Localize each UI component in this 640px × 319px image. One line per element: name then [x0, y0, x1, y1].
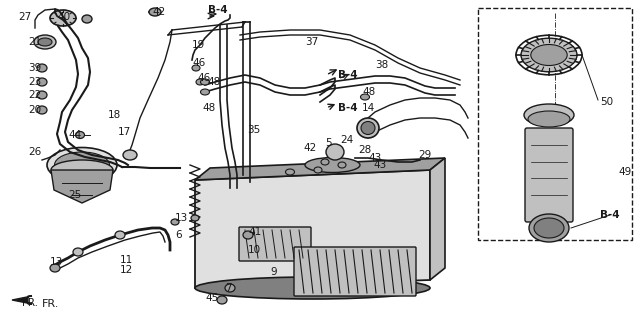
Ellipse shape	[171, 219, 179, 225]
Text: B-4: B-4	[338, 103, 358, 113]
Text: 19: 19	[192, 40, 205, 50]
Text: 38: 38	[375, 60, 388, 70]
Text: 22: 22	[28, 90, 41, 100]
Text: FR.: FR.	[42, 299, 60, 309]
Ellipse shape	[314, 167, 322, 173]
Polygon shape	[195, 170, 430, 288]
Text: B-4: B-4	[208, 5, 228, 15]
Text: 28: 28	[358, 145, 371, 155]
Text: 48: 48	[202, 103, 215, 113]
Ellipse shape	[82, 15, 92, 23]
Text: 40: 40	[57, 12, 70, 22]
Bar	[478, 8, 632, 240]
Ellipse shape	[196, 79, 204, 85]
Polygon shape	[195, 158, 445, 180]
Ellipse shape	[361, 122, 375, 135]
Ellipse shape	[321, 159, 329, 165]
Ellipse shape	[37, 106, 47, 114]
Ellipse shape	[357, 118, 379, 138]
Ellipse shape	[38, 38, 52, 46]
Ellipse shape	[123, 150, 137, 160]
Ellipse shape	[200, 89, 209, 95]
Text: 43: 43	[368, 153, 381, 163]
FancyBboxPatch shape	[294, 247, 416, 296]
Text: 27: 27	[18, 12, 31, 22]
Text: 43: 43	[373, 160, 387, 170]
Text: 41: 41	[248, 227, 261, 237]
Ellipse shape	[200, 79, 209, 85]
Text: 5: 5	[325, 138, 332, 148]
Text: 10: 10	[248, 245, 261, 255]
Ellipse shape	[149, 8, 161, 16]
Text: 42: 42	[303, 143, 316, 153]
Polygon shape	[430, 158, 445, 280]
Text: 46: 46	[192, 58, 205, 68]
Ellipse shape	[73, 248, 83, 256]
Text: 23: 23	[28, 77, 41, 87]
Ellipse shape	[54, 152, 109, 178]
Text: 50: 50	[600, 97, 613, 107]
Ellipse shape	[192, 65, 200, 71]
Ellipse shape	[285, 169, 294, 175]
Text: 39: 39	[28, 63, 41, 73]
Text: 21: 21	[28, 37, 41, 47]
Ellipse shape	[534, 218, 564, 238]
Text: 46: 46	[197, 73, 211, 83]
Text: 6: 6	[175, 230, 182, 240]
Ellipse shape	[50, 10, 76, 26]
Ellipse shape	[521, 38, 577, 72]
Ellipse shape	[326, 144, 344, 160]
Ellipse shape	[191, 215, 199, 221]
Text: 12: 12	[120, 265, 133, 275]
Ellipse shape	[225, 284, 235, 292]
Ellipse shape	[76, 131, 84, 138]
Text: 45: 45	[205, 293, 218, 303]
Text: 24: 24	[340, 135, 353, 145]
Text: 11: 11	[120, 255, 133, 265]
Ellipse shape	[37, 64, 47, 72]
Text: 14: 14	[362, 103, 375, 113]
Ellipse shape	[360, 94, 369, 100]
Ellipse shape	[305, 158, 360, 173]
Text: 48: 48	[207, 77, 220, 87]
Text: 13: 13	[50, 257, 63, 267]
Text: 49: 49	[618, 167, 631, 177]
Text: 35: 35	[247, 125, 260, 135]
Ellipse shape	[50, 264, 60, 272]
Text: 37: 37	[305, 37, 318, 47]
Ellipse shape	[524, 104, 574, 126]
FancyBboxPatch shape	[239, 227, 311, 261]
Text: B-4: B-4	[338, 70, 358, 80]
Text: 48: 48	[362, 87, 375, 97]
Ellipse shape	[47, 147, 117, 182]
Text: 7: 7	[225, 283, 232, 293]
Text: 29: 29	[418, 150, 431, 160]
Polygon shape	[51, 170, 113, 203]
Polygon shape	[12, 296, 32, 304]
Text: 44: 44	[68, 130, 81, 140]
Text: B-4: B-4	[600, 210, 620, 220]
Ellipse shape	[115, 231, 125, 239]
Ellipse shape	[528, 111, 570, 127]
Text: 13: 13	[175, 213, 188, 223]
Text: FR.: FR.	[22, 298, 38, 308]
Text: 9: 9	[270, 267, 276, 277]
FancyBboxPatch shape	[525, 128, 573, 222]
Text: 25: 25	[68, 190, 81, 200]
Ellipse shape	[51, 160, 113, 180]
Ellipse shape	[338, 162, 346, 168]
Ellipse shape	[529, 214, 569, 242]
Ellipse shape	[243, 231, 253, 239]
Ellipse shape	[37, 78, 47, 86]
Ellipse shape	[34, 35, 56, 49]
Text: 18: 18	[108, 110, 121, 120]
Ellipse shape	[217, 296, 227, 304]
Ellipse shape	[37, 91, 47, 99]
Text: 20: 20	[28, 105, 41, 115]
Text: 26: 26	[28, 147, 41, 157]
Text: 17: 17	[118, 127, 131, 137]
Ellipse shape	[195, 277, 430, 299]
Ellipse shape	[531, 44, 567, 65]
Text: 42: 42	[152, 7, 165, 17]
